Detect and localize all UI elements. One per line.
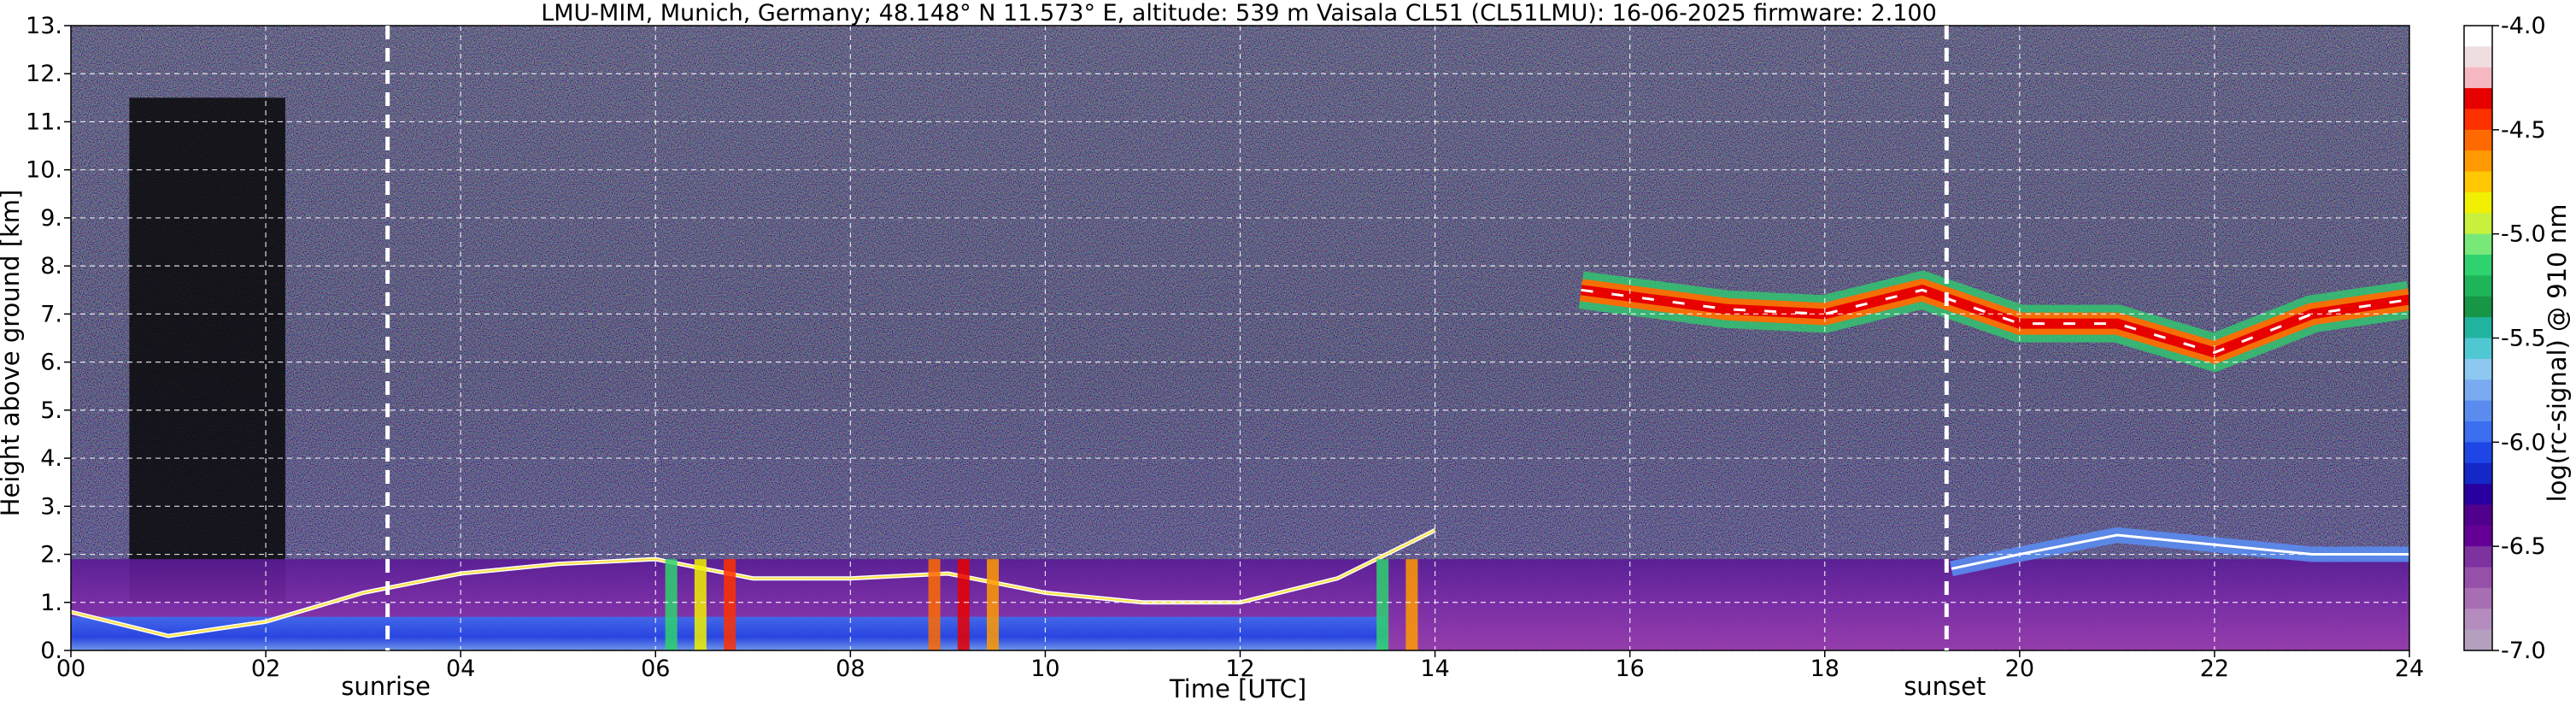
colorbar-swatch (2464, 484, 2492, 505)
colorbar-tick-label: -5.5 (2501, 326, 2546, 352)
y-tick-label: 0. (40, 638, 62, 664)
cirrus-peak (1581, 288, 2409, 354)
colorbar-swatch (2464, 379, 2492, 402)
x-tick-label: 20 (2005, 656, 2034, 682)
colorbar-tick-label: -6.0 (2501, 429, 2546, 456)
marker-label-sunrise: sunrise (341, 672, 431, 701)
colorbar-swatch (2464, 213, 2492, 235)
y-tick-label: 5. (40, 397, 62, 424)
x-tick-label: 16 (1615, 656, 1644, 682)
colorbar-swatch (2464, 587, 2492, 609)
x-tick-label: 00 (56, 656, 85, 682)
y-tick-label: 7. (40, 301, 62, 327)
x-tick-label: 14 (1420, 656, 1449, 682)
x-tick-label: 08 (836, 656, 865, 682)
y-tick-label: 13. (26, 13, 62, 39)
y-tick-label: 12. (26, 61, 62, 87)
convective-plume (694, 559, 707, 650)
x-tick-label: 18 (1810, 656, 1840, 682)
convective-plume (928, 559, 941, 650)
marker-label-sunset: sunset (1904, 672, 1986, 701)
colorbar-swatch (2464, 233, 2492, 256)
boundary-layer-core (71, 529, 1436, 638)
colorbar-tick-label: -5.0 (2501, 221, 2546, 248)
colorbar-tick-label: -4.5 (2501, 117, 2546, 144)
colorbar-swatch (2464, 67, 2492, 89)
x-tick-label: 04 (446, 656, 475, 682)
colorbar-swatch (2464, 629, 2492, 651)
convective-plume (665, 559, 678, 650)
colorbar-swatch (2464, 442, 2492, 464)
colorbar-swatch (2464, 400, 2492, 422)
x-axis-label: Time [UTC] (1169, 674, 1306, 703)
y-tick-label: 2. (40, 542, 62, 568)
convective-plume (957, 559, 970, 650)
y-axis-label: Height above ground [km] (0, 190, 25, 517)
colorbar-swatch (2464, 421, 2492, 443)
y-tick-label: 9. (40, 205, 62, 232)
colorbar-swatch (2464, 525, 2492, 547)
x-tick-label: 22 (2200, 656, 2229, 682)
colorbar-swatch (2464, 275, 2492, 297)
colorbar-swatch (2464, 129, 2492, 151)
x-tick-label: 02 (251, 656, 280, 682)
y-tick-label: 4. (40, 445, 62, 472)
y-tick-label: 11. (26, 109, 62, 135)
colorbar-swatch (2464, 191, 2492, 214)
colorbar-swatch (2464, 109, 2492, 131)
convective-plume (724, 559, 736, 650)
x-tick-label: 24 (2395, 656, 2424, 682)
x-tick-label: 12 (1225, 656, 1254, 682)
colorbar-swatch (2464, 567, 2492, 589)
colorbar-tick-label: -7.0 (2501, 638, 2546, 664)
y-tick-label: 6. (40, 350, 62, 376)
x-tick-label: 06 (641, 656, 670, 682)
colorbar-swatch (2464, 609, 2492, 631)
colorbar-swatch (2464, 338, 2492, 360)
colorbar-swatch (2464, 358, 2492, 380)
colorbar-swatch (2464, 546, 2492, 568)
colorbar-swatch (2464, 317, 2492, 338)
colorbar-swatch (2464, 255, 2492, 276)
chart-title: LMU-MIM, Munich, Germany; 48.148° N 11.5… (541, 0, 1937, 26)
colorbar-label: log(rc-signal) @ 910 nm (2543, 204, 2572, 503)
colorbar-swatch (2464, 504, 2492, 527)
colorbar-swatch (2464, 88, 2492, 109)
y-tick-label: 3. (40, 493, 62, 520)
colorbar: -4.0 -4.5 -5.0 -5.5 -6.0 -6.5 -7.0 (2463, 13, 2546, 664)
colorbar-swatch (2464, 171, 2492, 193)
colorbar-tick-label: -4.0 (2501, 13, 2546, 39)
colorbar-swatch (2464, 46, 2492, 68)
y-tick-label: 8. (40, 253, 62, 279)
colorbar-swatch (2464, 296, 2492, 318)
convective-plume (1376, 559, 1389, 650)
x-tick-label: 10 (1030, 656, 1059, 682)
colorbar-tick-label: -6.5 (2501, 533, 2546, 560)
colorbar-swatch (2464, 150, 2492, 173)
y-tick-label: 1. (40, 590, 62, 616)
y-tick-label: 10. (26, 157, 62, 184)
convective-plume (986, 559, 999, 650)
colorbar-swatch (2464, 26, 2492, 47)
convective-plume (1405, 559, 1418, 650)
colorbar-swatch (2464, 462, 2492, 485)
night-dark-band (129, 97, 285, 603)
